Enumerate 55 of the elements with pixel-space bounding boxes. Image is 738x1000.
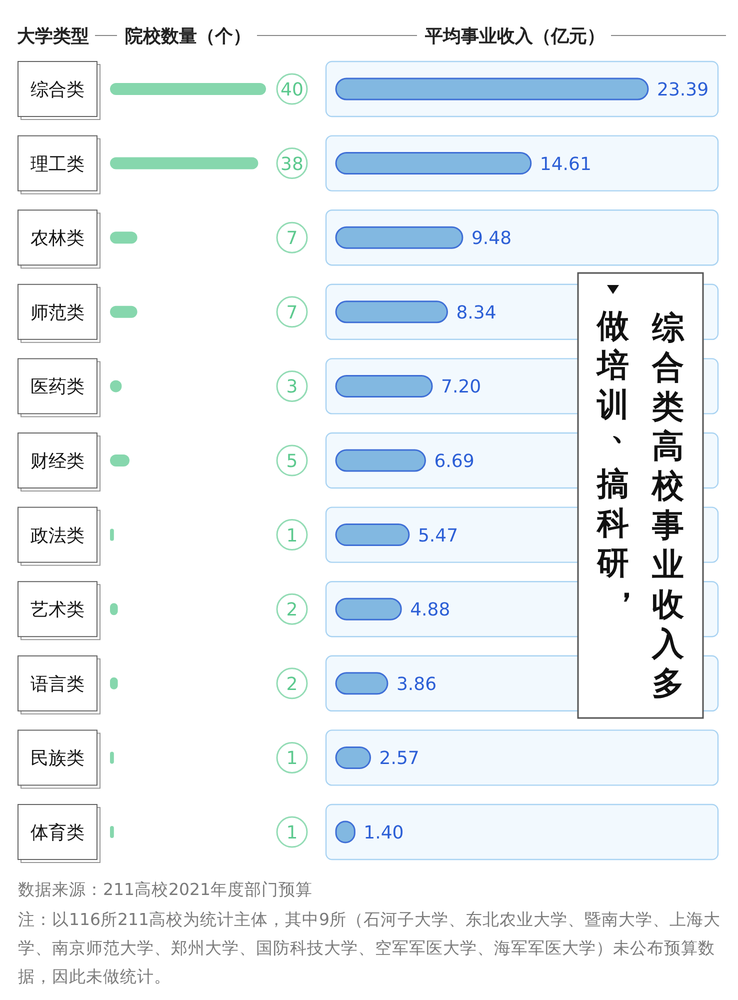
bar (110, 83, 266, 95)
bar (335, 226, 464, 249)
bar (110, 157, 258, 170)
source-note: 数据来源：211高校2021年度部门预算 (18, 880, 312, 899)
annotation: 做培训、搞科研， (595, 306, 642, 606)
data-label: 1.40 (364, 822, 404, 844)
y-tick-label: 语言类 (30, 674, 84, 695)
chart-title: 平均事业收入（亿元） (424, 26, 605, 47)
data-label: 2 (286, 674, 298, 695)
chart-title: 院校数量（个） (125, 26, 251, 47)
bar (335, 598, 402, 620)
data-label: 2.57 (379, 748, 420, 770)
data-label: 8.34 (456, 302, 496, 324)
data-label: 6.69 (434, 451, 474, 472)
data-label: 1 (286, 525, 298, 546)
bar (110, 232, 138, 244)
y-tick-label: 民族类 (30, 748, 84, 770)
y-axis-title: 大学类型 (16, 26, 89, 47)
data-label: 7 (286, 302, 298, 324)
data-label: 4.88 (410, 600, 450, 621)
data-label: 2 (286, 600, 298, 621)
data-label: 23.39 (657, 80, 709, 100)
y-tick-label: 财经类 (30, 451, 84, 472)
text: 注：以116所211高校为统计主体，其中9所（石河子大学、东北农业大学、暨南大学、上海大学、南京师范大学、郑州大学、国防科技大学、空军军医大学、海军军医大学）未公布预算数据，因此未做统计。 (18, 910, 720, 986)
y-tick-label: 理工类 (30, 154, 84, 175)
bar (335, 152, 532, 175)
data-label: 38 (280, 154, 304, 175)
data-label: 1 (286, 748, 298, 770)
y-tick-label: 农林类 (30, 228, 84, 250)
bar (335, 374, 433, 398)
data-label: 7.20 (441, 376, 482, 398)
data-label: 14.61 (540, 154, 592, 175)
y-tick-label: 医药类 (30, 376, 84, 398)
data-label: 5 (286, 451, 298, 472)
bar (335, 449, 426, 472)
bar (110, 752, 114, 764)
y-tick-label: 政法类 (30, 525, 84, 546)
y-tick-label: 师范类 (30, 302, 84, 324)
text: 综合类高校事业收入多 (652, 308, 684, 702)
y-tick-label: 体育类 (30, 822, 84, 844)
data-label: 9.48 (471, 228, 512, 250)
bar (335, 524, 410, 546)
data-label: 3.86 (396, 674, 437, 695)
bar (335, 300, 448, 324)
bar (110, 306, 138, 318)
y-tick-label: 艺术类 (30, 600, 84, 621)
data-label: 5.47 (418, 525, 458, 546)
bar (335, 672, 388, 695)
data-label: 7 (286, 228, 298, 250)
data-label: 3 (286, 376, 298, 398)
bar (110, 826, 114, 838)
data-label: 40 (280, 80, 304, 100)
data-label: 1 (286, 822, 298, 844)
y-tick-label: 综合类 (30, 80, 84, 100)
bar (110, 528, 114, 541)
